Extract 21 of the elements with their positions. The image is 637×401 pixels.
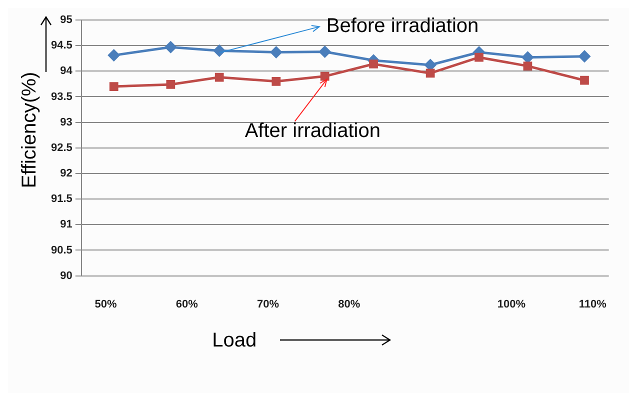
y-tick-label: 92 — [60, 168, 72, 180]
y-tick-label: 94 — [60, 65, 74, 78]
y-tick-label: 91 — [60, 218, 72, 231]
y-tick-label: 95 — [60, 14, 72, 26]
y-tick-label: 91.5 — [50, 193, 72, 206]
annotation: After irradiation — [244, 120, 380, 142]
y-tick-label: 93 — [60, 116, 72, 128]
annotation: Before irradiation — [326, 15, 479, 38]
x-tick-label: 60% — [176, 298, 198, 310]
x-tick-label: 50% — [94, 298, 117, 310]
y-tick-label: 90 — [60, 270, 72, 282]
x-tick-label: 80% — [338, 298, 360, 310]
y-axis-title: Efficiency(%) — [18, 72, 41, 188]
x-axis-title: Load — [212, 329, 257, 352]
x-tick-label: 100% — [497, 298, 526, 310]
y-tick-label: 93.5 — [50, 90, 72, 103]
x-tick-label: 110% — [578, 298, 607, 310]
y-tick-label: 92.5 — [50, 142, 72, 154]
y-tick-label: 94.5 — [50, 40, 72, 52]
x-tick-label: 70% — [257, 298, 280, 310]
y-tick-label: 90.5 — [50, 244, 72, 256]
